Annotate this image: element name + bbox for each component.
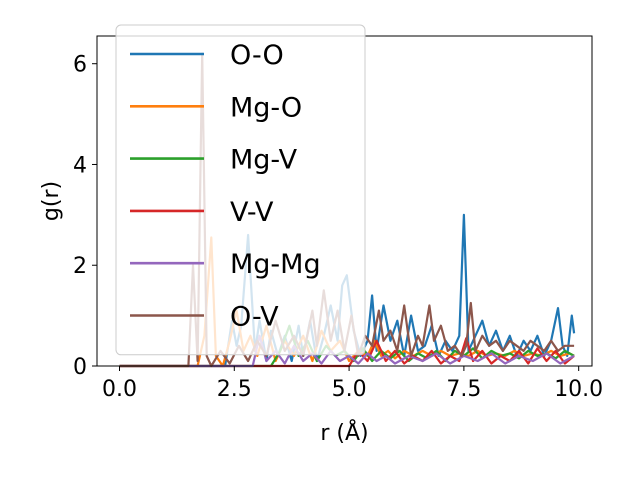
series-line-4 (119, 334, 575, 368)
x-tick-label: 0.0 (102, 377, 137, 402)
series-line-3 (119, 337, 575, 368)
x-tick-label: 5.0 (332, 377, 367, 402)
y-tick-label: 6 (73, 53, 87, 78)
legend-label-0: O-O (230, 40, 284, 71)
x-axis: 0.0 2.5 5.0 7.5 10.0 (102, 366, 603, 402)
y-tick-label: 0 (73, 355, 87, 380)
legend-label-2: Mg-V (230, 145, 298, 176)
series-line-5 (119, 52, 575, 368)
legend-label-1: Mg-O (230, 92, 302, 123)
x-tick-label: 7.5 (446, 377, 481, 402)
legend-label-3: V-V (230, 197, 274, 228)
x-tick-label: 10.0 (554, 377, 603, 402)
legend: O-O Mg-O Mg-V V-V Mg-Mg O-V (115, 24, 366, 356)
y-tick-label: 4 (73, 153, 87, 178)
y-tick-label: 2 (73, 254, 87, 279)
x-axis-label: r (Å) (320, 419, 368, 446)
y-axis-label: g(r) (39, 181, 64, 221)
y-axis: 0 2 4 6 (73, 53, 97, 380)
legend-label-5: O-V (230, 302, 279, 333)
legend-label-4: Mg-Mg (230, 249, 321, 280)
x-tick-label: 2.5 (217, 377, 252, 402)
